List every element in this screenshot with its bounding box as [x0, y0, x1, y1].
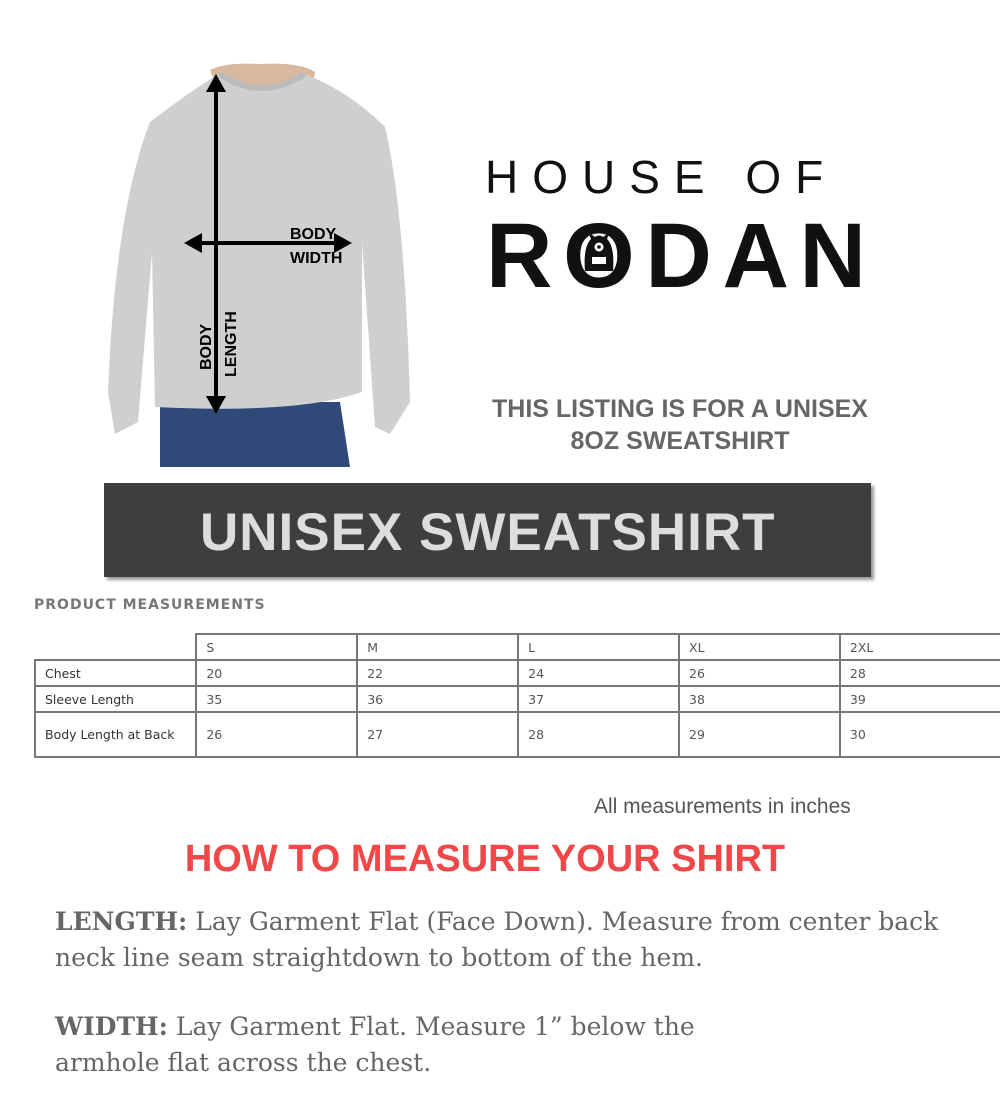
size-header: M [356, 633, 520, 661]
table-row: Sleeve Length 35 36 37 38 39 [33, 685, 1000, 713]
cell: 28 [838, 659, 1000, 687]
width-text: Lay Garment Flat. Measure 1” below the a… [55, 1012, 695, 1077]
cell: 22 [356, 659, 520, 687]
width-label: WIDTH: [55, 1012, 168, 1041]
row-label: Sleeve Length [33, 685, 198, 713]
row-label: Chest [33, 659, 198, 687]
cell: 24 [517, 659, 681, 687]
product-banner: UNISEX SWEATSHIRT [104, 483, 871, 577]
cell: 38 [678, 685, 841, 713]
units-note: All measurements in inches [594, 795, 851, 818]
cell: 36 [356, 685, 520, 713]
measurements-title: PRODUCT MEASUREMENTS [34, 597, 266, 613]
brand-logo-rodan: RODAN [486, 205, 866, 305]
cell: 26 [195, 711, 359, 758]
length-label: LENGTH: [55, 907, 188, 936]
size-table: S M L XL 2XL Chest 20 22 24 26 28 Sleeve… [33, 633, 1000, 758]
body-length-label-1: BODY [198, 323, 215, 370]
width-instruction: WIDTH: Lay Garment Flat. Measure 1” belo… [55, 1009, 775, 1081]
cell: 27 [356, 711, 520, 758]
cell: 29 [678, 711, 841, 758]
cell: 35 [195, 685, 359, 713]
body-length-label-2: LENGTH [223, 311, 240, 377]
length-text: Lay Garment Flat (Face Down). Measure fr… [55, 907, 939, 972]
cell: 26 [678, 659, 841, 687]
size-header: XL [678, 633, 841, 661]
size-header: 2XL [838, 633, 1000, 661]
cell: 30 [838, 711, 1000, 758]
cell: 28 [517, 711, 681, 758]
brand-rodan-text: RODAN [486, 205, 866, 305]
monster-icon [584, 232, 614, 271]
length-instruction: LENGTH: Lay Garment Flat (Face Down). Me… [55, 904, 975, 976]
cell: 20 [195, 659, 359, 687]
cell: 39 [838, 685, 1000, 713]
body-width-label-2: WIDTH [290, 250, 342, 267]
banner-title: UNISEX SWEATSHIRT [200, 503, 776, 562]
body-width-label-1: BODY [290, 226, 337, 243]
howto-title: HOW TO MEASURE YOUR SHIRT [184, 838, 786, 880]
cell: 37 [517, 685, 681, 713]
size-header: S [195, 633, 359, 661]
listing-line-2: 8OZ SWEATSHIRT [570, 427, 790, 455]
table-row: Body Length at Back 26 27 28 29 30 [33, 711, 1000, 758]
size-header-row: S M L XL 2XL [35, 633, 1000, 661]
table-row: Chest 20 22 24 26 28 [33, 659, 1000, 687]
size-header: L [517, 633, 681, 661]
row-label: Body Length at Back [33, 711, 198, 758]
sweatshirt-measurement-image: BODY WIDTH BODY LENGTH [108, 63, 410, 467]
listing-line-1: THIS LISTING IS FOR A UNISEX [492, 395, 868, 423]
brand-house-of: HOUSE OF [485, 151, 838, 203]
